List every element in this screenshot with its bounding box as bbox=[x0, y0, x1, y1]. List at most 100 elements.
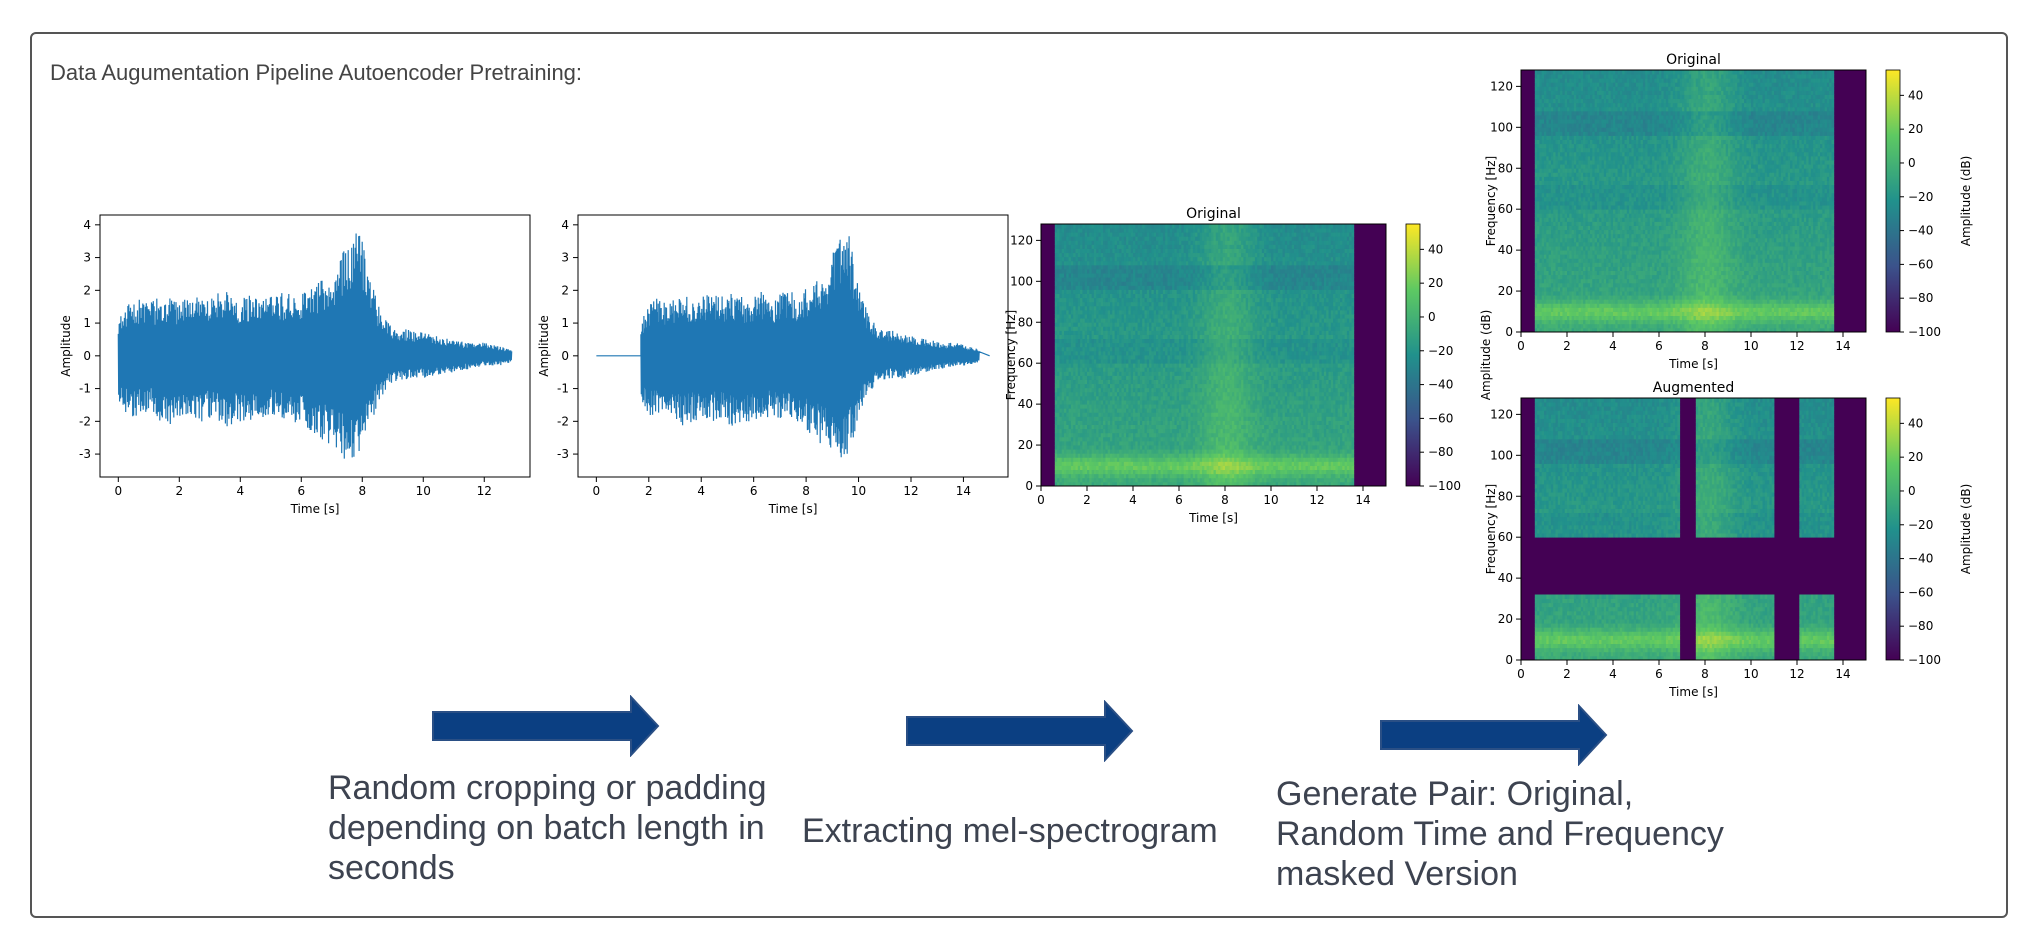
spectrogram-cell bbox=[1103, 424, 1106, 430]
spectrogram-cell bbox=[1195, 379, 1198, 385]
spectrogram-cell bbox=[1089, 465, 1092, 471]
spectrogram-cell bbox=[1188, 383, 1191, 389]
spectrogram-cell bbox=[1307, 420, 1311, 425]
spectrogram-cell bbox=[1305, 387, 1309, 393]
spectrogram-cell bbox=[1298, 469, 1302, 475]
spectrogram-cell bbox=[1225, 436, 1228, 442]
spectrogram-cell bbox=[1310, 346, 1313, 352]
spectrogram-cell bbox=[1312, 375, 1316, 380]
spectrogram-cell bbox=[1284, 436, 1288, 442]
spectrogram-cell bbox=[1351, 342, 1355, 348]
spectrogram-cell bbox=[1264, 330, 1267, 335]
spectrogram-cell bbox=[1245, 371, 1249, 376]
spectrogram-cell bbox=[1215, 342, 1219, 348]
spectrogram-cell bbox=[1303, 424, 1306, 430]
spectrogram-cell bbox=[1284, 445, 1288, 450]
spectrogram-cell bbox=[1100, 428, 1104, 434]
spectrogram-cell bbox=[1271, 416, 1274, 421]
spectrogram-cell bbox=[1349, 379, 1352, 385]
spectrogram-cell bbox=[1282, 420, 1286, 425]
spectrogram-cell bbox=[1153, 428, 1157, 434]
spectrogram-cell bbox=[1137, 424, 1141, 430]
spectrogram-cell bbox=[1340, 469, 1343, 475]
spectrogram-cell bbox=[1307, 363, 1311, 368]
spectrogram-cell bbox=[1266, 453, 1270, 458]
spectrogram-cell bbox=[1213, 363, 1217, 368]
spectrogram-cell bbox=[1126, 416, 1129, 421]
spectrogram-cell bbox=[1250, 375, 1253, 380]
spectrogram-cell bbox=[1179, 453, 1182, 458]
spectrogram-cell bbox=[1252, 481, 1256, 487]
spectrogram-cell bbox=[1275, 359, 1279, 364]
spectrogram-cell bbox=[1080, 477, 1083, 483]
spectrogram-cell bbox=[1096, 391, 1099, 397]
spectrogram-cell bbox=[1291, 342, 1295, 348]
spectrogram-cell bbox=[1268, 363, 1272, 368]
spectrogram-cell bbox=[1257, 391, 1260, 397]
spectrogram-cell bbox=[1190, 355, 1194, 360]
spectrogram-cell bbox=[1156, 391, 1159, 397]
spectrogram-cell bbox=[1167, 379, 1171, 385]
spectrogram-cell bbox=[1133, 453, 1136, 458]
spectrogram-cell bbox=[1206, 379, 1210, 385]
spectrogram-cell bbox=[1149, 477, 1152, 483]
spectrogram-cell bbox=[1137, 420, 1141, 425]
spectrogram-cell bbox=[1091, 469, 1095, 475]
spectrogram-cell bbox=[1169, 481, 1173, 487]
spectrogram-cell bbox=[1305, 379, 1309, 385]
spectrogram-cell bbox=[1179, 469, 1182, 475]
spectrogram-cell bbox=[1121, 342, 1125, 348]
spectrogram-cell bbox=[1340, 457, 1343, 462]
spectrogram-cell bbox=[1337, 445, 1341, 450]
spectrogram-cell bbox=[1284, 469, 1288, 475]
spectrogram-cell bbox=[1195, 465, 1198, 471]
spectrogram-cell bbox=[1351, 412, 1355, 417]
spectrogram-cell bbox=[1335, 432, 1339, 438]
spectrogram-cell bbox=[1114, 379, 1118, 385]
spectrogram-cell bbox=[1130, 465, 1134, 471]
spectrogram-cell bbox=[1310, 387, 1313, 393]
spectrogram-cell bbox=[1300, 436, 1304, 442]
spectrogram-cell bbox=[1264, 436, 1267, 442]
spectrogram-cell bbox=[1305, 424, 1309, 430]
spectrogram-cell bbox=[1294, 420, 1297, 425]
spectrogram-cell bbox=[1227, 395, 1230, 401]
spectrogram-cell bbox=[1231, 387, 1235, 393]
spectrogram-cell bbox=[1284, 375, 1288, 380]
spectrogram-cell bbox=[1070, 469, 1074, 475]
spectrogram-cell bbox=[1284, 404, 1288, 409]
spectrogram-cell bbox=[1287, 436, 1290, 442]
spectrogram-cell bbox=[1289, 400, 1293, 405]
spectrogram-cell bbox=[1165, 330, 1168, 335]
spectrogram-cell bbox=[1257, 395, 1260, 401]
spectrogram-cell bbox=[1144, 445, 1148, 450]
spectrogram-cell bbox=[1337, 359, 1341, 364]
spectrogram-cell bbox=[1068, 387, 1072, 393]
spectrogram-cell bbox=[1243, 334, 1247, 340]
spectrogram-cell bbox=[1100, 477, 1104, 483]
spectrogram-cell bbox=[1158, 408, 1161, 413]
spectrogram-cell bbox=[1321, 391, 1325, 397]
spectrogram-cell bbox=[1197, 371, 1201, 376]
spectrogram-cell bbox=[1289, 383, 1293, 389]
spectrogram-cell bbox=[1130, 371, 1134, 376]
spectrogram-cell bbox=[1241, 445, 1244, 450]
spectrogram-cell bbox=[1342, 379, 1345, 385]
spectrogram-cell bbox=[1185, 395, 1189, 401]
spectrogram-cell bbox=[1149, 404, 1152, 409]
spectrogram-cell bbox=[1275, 445, 1279, 450]
spectrogram-cell bbox=[1282, 449, 1286, 454]
spectrogram-cell bbox=[1310, 428, 1313, 434]
spectrogram-cell bbox=[1080, 395, 1083, 401]
spectrogram-cell bbox=[1151, 453, 1155, 458]
spectrogram-cell bbox=[1084, 432, 1088, 438]
spectrogram-cell bbox=[1174, 440, 1178, 446]
spectrogram-cell bbox=[1096, 359, 1099, 364]
spectrogram-cell bbox=[1296, 473, 1299, 479]
spectrogram-cell bbox=[1211, 387, 1214, 393]
spectrogram-cell bbox=[1123, 375, 1127, 380]
spectrogram-cell bbox=[1220, 330, 1224, 335]
spectrogram-cell bbox=[1110, 383, 1113, 389]
spectrogram-cell bbox=[1264, 395, 1267, 401]
spectrogram-cell bbox=[1337, 391, 1341, 397]
